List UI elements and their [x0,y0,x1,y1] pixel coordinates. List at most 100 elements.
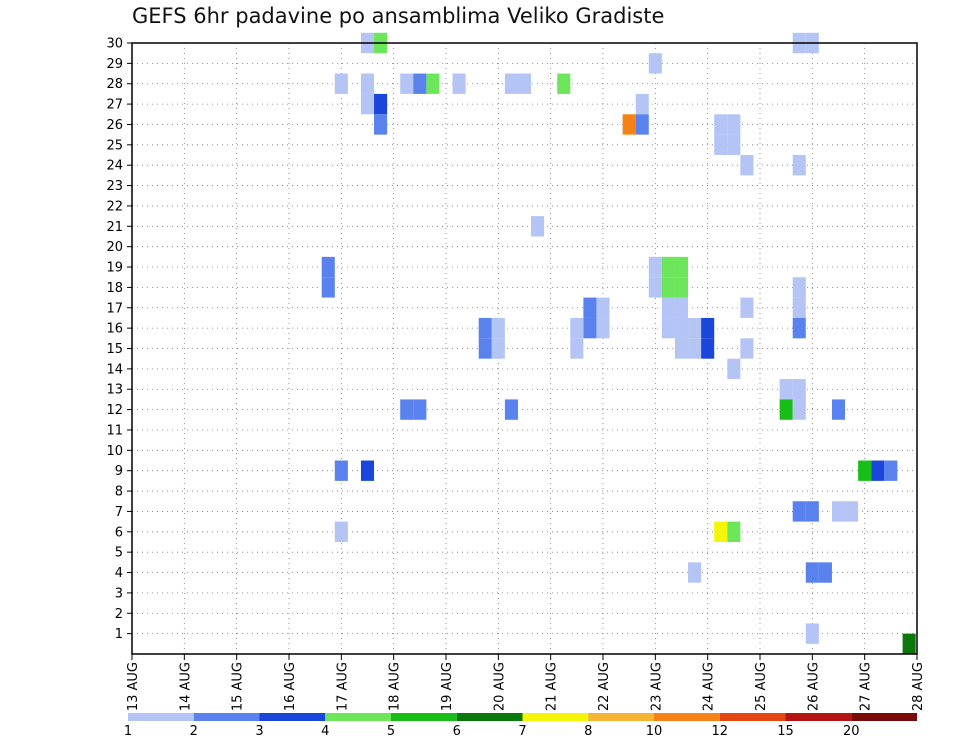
precip-cell [688,317,702,339]
precip-cell [491,317,505,339]
precip-cell [583,297,597,318]
precip-cell [570,338,584,359]
precip-cell [504,73,518,94]
y-tick-label: 15 [106,342,123,357]
colorbar-swatch [719,713,786,721]
colorbar-swatch [851,713,917,721]
colorbar-label: 15 [777,724,794,739]
precip-cell [648,277,662,298]
precip-cell [478,338,492,359]
precip-cell [374,114,388,135]
colorbar-swatch [325,713,391,721]
precip-cell [701,317,715,339]
colorbar-swatch [128,713,194,721]
precip-cell [557,73,571,94]
colorbar-label: 1 [124,724,132,739]
x-axis-ticks: 13 AUG 14 AUG 15 AUG 16 AUG 17 AUG 18 AUG 19 A… [126,654,926,711]
colorbar-swatch [654,713,720,721]
precip-cell [583,317,597,339]
y-tick-label: 13 [106,383,123,398]
precip-cell [688,338,702,359]
colorbar-label: 8 [584,724,592,739]
grid-lines [132,43,917,654]
precip-cell [831,399,846,420]
colorbar-label: 4 [321,724,329,739]
x-tick-label: 17 AUG [335,662,350,711]
precip-cell [452,73,466,94]
precip-cell [426,73,440,94]
precip-cell [818,562,832,583]
y-tick-label: 18 [106,281,123,296]
y-tick-label: 25 [106,138,123,153]
precip-cell [792,155,806,176]
precip-cell [413,399,427,420]
precip-cell [661,317,675,339]
y-tick-label: 17 [106,301,123,316]
precip-cell [635,93,649,115]
precip-cells [321,32,916,654]
y-tick-label: 26 [106,118,123,133]
colorbar-swatch [588,713,654,721]
precip-cell [884,460,898,481]
x-tick-label: 27 AUG [859,662,874,711]
y-tick-label: 16 [106,322,123,337]
y-tick-label: 29 [106,57,123,72]
precip-cell [714,521,728,542]
precip-cell [792,297,806,318]
y-tick-label: 28 [106,77,123,92]
precip-cell [792,501,806,522]
precip-cell [714,114,728,135]
precip-cell [674,277,689,298]
precip-cell [845,501,859,522]
precip-cell [360,73,375,94]
precip-cell [360,460,375,481]
precip-cell [727,114,741,135]
colorbar-label: 2 [190,724,198,739]
precip-cell [596,317,610,339]
precip-cell [321,256,335,278]
precip-cell [517,73,532,94]
x-tick-label: 25 AUG [754,662,769,711]
x-tick-label: 21 AUG [545,662,560,711]
precip-cell [831,501,846,522]
precip-cell [792,277,806,298]
precip-cell [792,379,806,400]
x-tick-label: 20 AUG [492,662,507,711]
precip-cell [334,460,348,481]
precip-cell [779,399,793,420]
y-tick-label: 14 [106,362,123,377]
precip-cell [674,338,689,359]
x-tick-label: 13 AUG [126,662,141,711]
colorbar-swatch [391,713,457,721]
y-tick-label: 7 [115,505,123,520]
chart-title: GEFS 6hr padavine po ansamblima Veliko G… [132,4,665,28]
y-tick-label: 2 [115,607,123,622]
precip-cell [805,501,819,522]
x-tick-label: 16 AUG [283,662,298,711]
precip-cell [674,317,689,339]
precip-cell [779,379,793,400]
precip-cell [360,93,375,115]
precip-cell [740,297,754,318]
y-axis-ticks: 1234567891011121314151617181920212223242… [106,37,132,642]
colorbar-swatch [785,713,852,721]
y-tick-label: 23 [106,179,123,194]
x-tick-label: 23 AUG [649,662,664,711]
precip-cell [792,399,806,420]
precip-cell [478,317,492,339]
precip-cell [622,114,636,135]
x-tick-label: 15 AUG [231,662,246,711]
colorbar-swatch [193,713,260,721]
colorbar-label: 10 [646,724,663,739]
precip-cell [504,399,518,420]
precip-cell [727,358,741,380]
precip-cell [321,277,335,298]
y-tick-label: 20 [106,240,123,255]
x-tick-label: 22 AUG [597,662,612,711]
colorbar: 1 2 3 4 5 6 7 8 10 12 15 20 [124,713,917,739]
precip-cell [792,317,806,339]
precip-cell [596,297,610,318]
precip-cell [661,297,675,318]
y-tick-label: 6 [115,525,123,540]
